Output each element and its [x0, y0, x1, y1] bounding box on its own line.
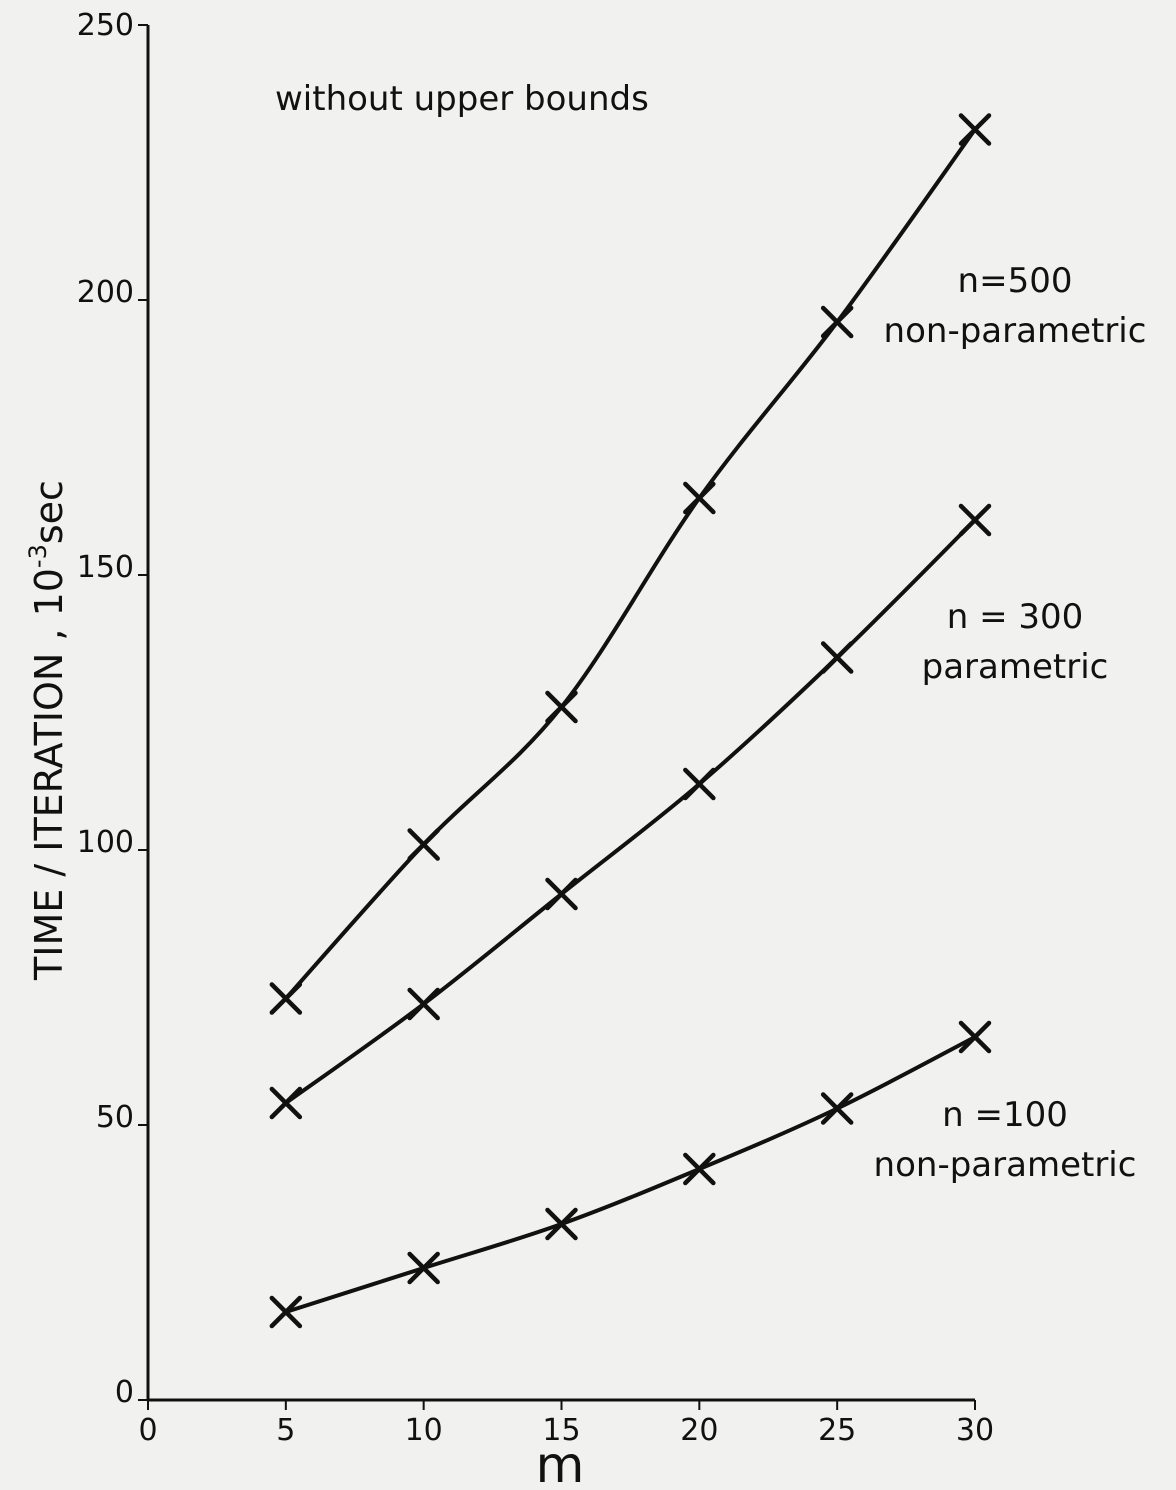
series-0	[269, 113, 992, 1015]
data-point-marker	[958, 503, 992, 537]
data-point-marker	[545, 877, 578, 911]
y-tick-label: 50	[96, 1100, 134, 1135]
y-tick-label: 250	[77, 8, 134, 43]
data-point-marker	[545, 1207, 578, 1241]
y-tick-label: 150	[77, 550, 134, 585]
series-label-line: n=500	[958, 261, 1073, 301]
y-tick-label: 0	[115, 1375, 134, 1410]
series-line	[283, 1035, 977, 1314]
data-point-marker	[683, 767, 716, 801]
y-axis-title: TIME / ITERATION , 10-3sec	[24, 480, 71, 981]
x-axis-ticks: 0 5 10 15 20 25 30	[138, 1400, 994, 1448]
svg-text:TIME / ITERATION , 10-3sec: TIME / ITERATION , 10-3sec	[24, 480, 71, 981]
series-2	[269, 1020, 992, 1329]
data-point-marker	[820, 305, 854, 339]
x-tick-label: 20	[680, 1413, 718, 1448]
data-point-marker	[683, 481, 716, 515]
series-labels: n=500 non-parametric n = 300 parametric n =1…	[874, 261, 1147, 1185]
series-label-line: n =100	[942, 1095, 1068, 1135]
data-point-marker	[407, 828, 440, 861]
data-point-marker	[820, 1092, 854, 1125]
data-point-marker	[407, 1251, 440, 1285]
data-point-marker	[958, 1020, 992, 1054]
y-axis-ticks: 0 50 100 150 200 250	[77, 8, 148, 1410]
data-point-marker	[958, 113, 992, 146]
series-1	[269, 503, 992, 1120]
y-axis-title-main: TIME / ITERATION , 10	[27, 568, 71, 981]
chart-annotation: without upper bounds	[275, 79, 649, 119]
series-line	[283, 518, 977, 1105]
y-axis-title-unit: sec	[27, 480, 71, 544]
x-tick-label: 5	[276, 1413, 295, 1448]
x-tick-label: 10	[405, 1413, 443, 1448]
data-point-marker	[269, 982, 303, 1015]
data-point-marker	[269, 1295, 303, 1329]
data-point-marker	[820, 641, 854, 674]
series-label-line: parametric	[922, 647, 1109, 687]
y-axis-title-exponent: -3	[24, 544, 52, 568]
data-point-marker	[683, 1152, 716, 1186]
y-tick-label: 100	[77, 825, 134, 860]
series-label-line: n = 300	[947, 597, 1084, 637]
series-label-line: non-parametric	[874, 1145, 1137, 1185]
x-tick-label: 30	[956, 1413, 994, 1448]
series-label-line: non-parametric	[884, 311, 1147, 351]
x-tick-label: 15	[542, 1413, 580, 1448]
data-point-marker	[545, 690, 578, 724]
data-point-marker	[269, 1086, 303, 1120]
x-tick-label: 0	[138, 1413, 157, 1448]
data-point-marker	[407, 987, 440, 1021]
x-tick-label: 25	[818, 1413, 856, 1448]
x-axis-title: m	[536, 1436, 585, 1490]
y-tick-label: 200	[77, 275, 134, 310]
series-layer	[269, 113, 992, 1329]
